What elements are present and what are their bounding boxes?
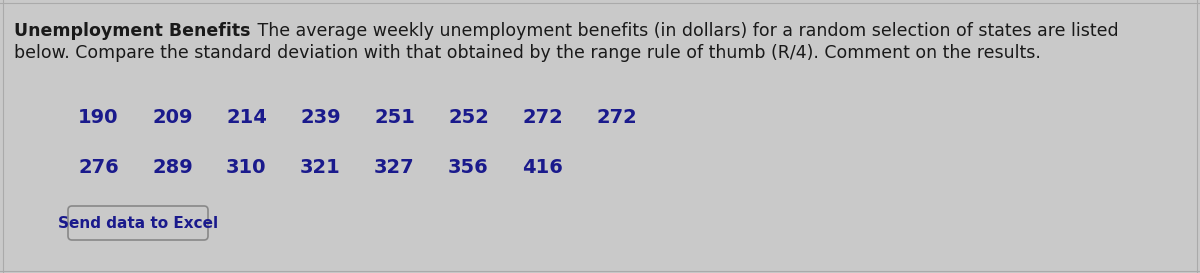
- Text: The average weekly unemployment benefits (in dollars) for a random selection of : The average weekly unemployment benefits…: [252, 22, 1120, 40]
- Text: 252: 252: [448, 108, 488, 127]
- Text: 239: 239: [300, 108, 341, 127]
- Text: 251: 251: [374, 108, 415, 127]
- Text: 310: 310: [226, 158, 266, 177]
- Text: 321: 321: [300, 158, 341, 177]
- Text: 214: 214: [226, 108, 266, 127]
- Text: Send data to Excel: Send data to Excel: [58, 215, 218, 230]
- Text: 276: 276: [78, 158, 119, 177]
- Text: Unemployment Benefits: Unemployment Benefits: [14, 22, 251, 40]
- Text: 190: 190: [78, 108, 119, 127]
- Text: 272: 272: [522, 108, 563, 127]
- Text: 327: 327: [374, 158, 415, 177]
- FancyBboxPatch shape: [68, 206, 208, 240]
- Text: 289: 289: [152, 158, 193, 177]
- Text: 209: 209: [152, 108, 192, 127]
- Text: 416: 416: [522, 158, 563, 177]
- Text: 356: 356: [448, 158, 488, 177]
- Text: 272: 272: [596, 108, 637, 127]
- Text: below. Compare the standard deviation with that obtained by the range rule of th: below. Compare the standard deviation wi…: [14, 44, 1040, 62]
